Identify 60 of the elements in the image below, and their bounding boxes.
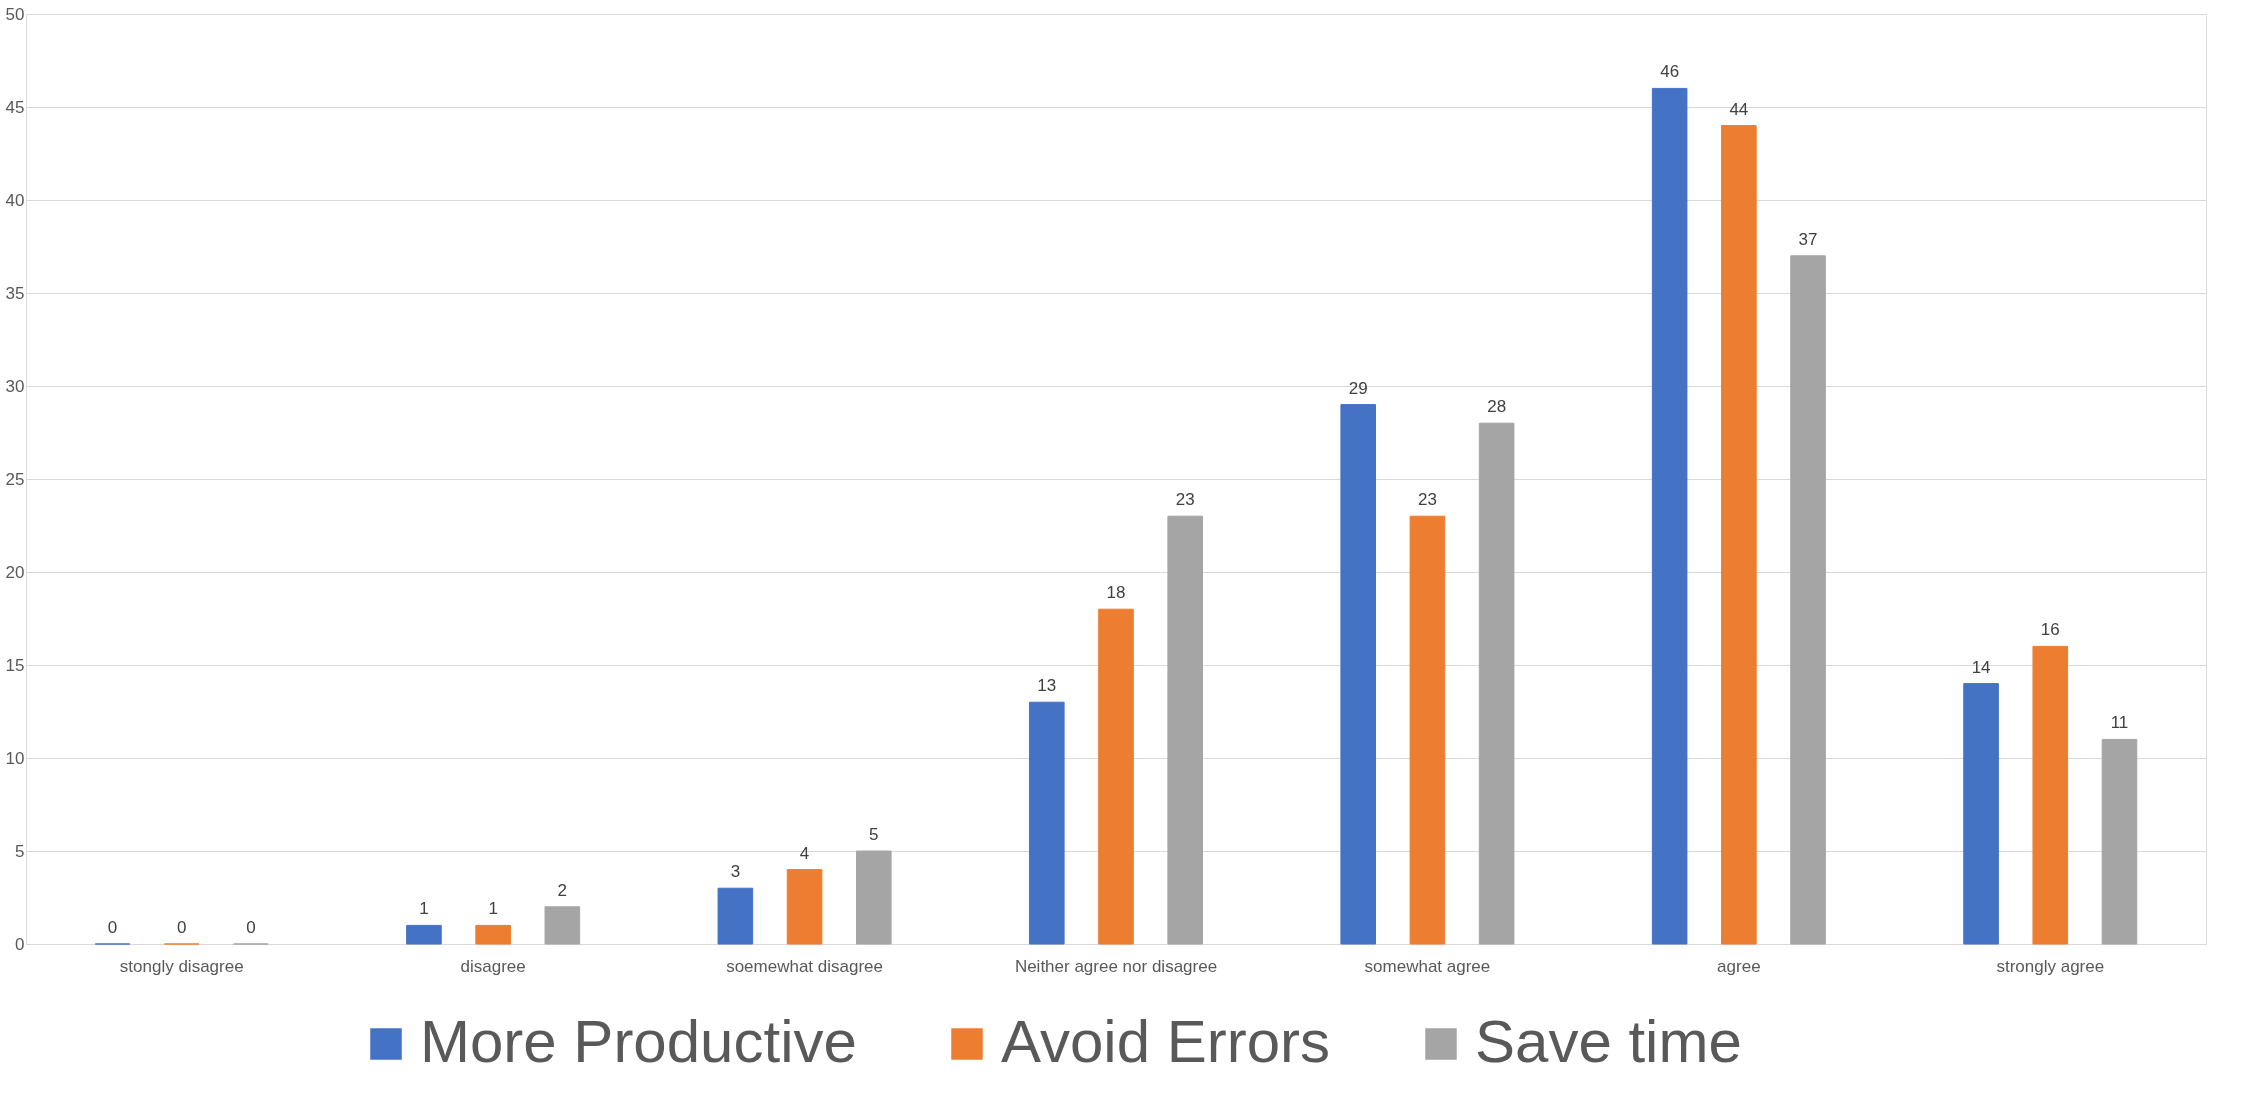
x-tick-label: disagree	[460, 956, 526, 976]
y-tick-label: 15	[5, 655, 25, 675]
data-label: 18	[1106, 583, 1126, 603]
bar	[1963, 683, 1999, 945]
y-tick-label: 25	[5, 469, 25, 489]
x-tick-label: somewhat agree	[1364, 956, 1491, 976]
y-tick-label: 30	[5, 376, 25, 396]
data-label: 37	[1798, 229, 1818, 249]
bar	[1651, 87, 1688, 945]
x-tick-label: stongly disagree	[119, 956, 244, 976]
data-label: 0	[176, 918, 187, 937]
y-tick-label: 45	[5, 97, 25, 117]
bar	[1340, 404, 1377, 945]
data-label: 23	[1417, 490, 1437, 510]
legend-label: More Productive	[420, 1008, 857, 1075]
data-label: 1	[488, 899, 498, 919]
x-tick-label: agree	[1717, 956, 1761, 976]
y-tick-label: 10	[5, 748, 25, 768]
y-tick-label: 20	[5, 562, 25, 582]
bar	[2101, 738, 2138, 945]
data-label: 44	[1729, 99, 1749, 119]
x-tick-label: strongly agree	[1996, 956, 2105, 976]
bar	[1478, 422, 1515, 945]
data-label: 4	[799, 843, 810, 863]
data-label: 2	[557, 880, 568, 900]
bar	[855, 850, 892, 945]
bar	[1790, 255, 1826, 945]
data-label: 29	[1348, 378, 1368, 398]
bar	[1167, 515, 1204, 945]
x-tick-label: Neither agree nor disagree	[1014, 956, 1218, 976]
data-label: 5	[869, 825, 879, 844]
data-label: 1	[419, 899, 429, 919]
y-tick-label: 0	[15, 934, 25, 954]
y-tick-label: 40	[5, 190, 25, 210]
data-label: 3	[730, 862, 741, 882]
y-tick-label: 50	[5, 4, 25, 24]
bar	[1028, 701, 1065, 945]
data-label: 11	[2110, 713, 2129, 733]
data-label: 28	[1487, 397, 1507, 417]
bar	[1098, 608, 1134, 945]
bar	[475, 924, 511, 945]
bar	[1721, 125, 1757, 945]
data-label: 14	[1971, 657, 1991, 677]
y-tick-label: 35	[5, 283, 25, 303]
data-label: 0	[246, 918, 256, 937]
y-tick-label: 5	[15, 841, 25, 861]
bar	[544, 906, 581, 945]
data-label: 0	[107, 918, 118, 937]
x-tick-label: soemewhat disagree	[726, 956, 884, 976]
bar	[1409, 515, 1446, 945]
data-label: 46	[1660, 62, 1680, 82]
bar	[717, 887, 754, 945]
data-label: 16	[2040, 620, 2060, 640]
data-label: 13	[1037, 676, 1057, 696]
legend-label: Save time	[1475, 1008, 1742, 1075]
data-label: 23	[1175, 490, 1195, 510]
bar	[406, 924, 442, 945]
bar	[2032, 645, 2069, 945]
legend-label: Avoid Errors	[1001, 1008, 1331, 1075]
bar	[786, 869, 823, 945]
